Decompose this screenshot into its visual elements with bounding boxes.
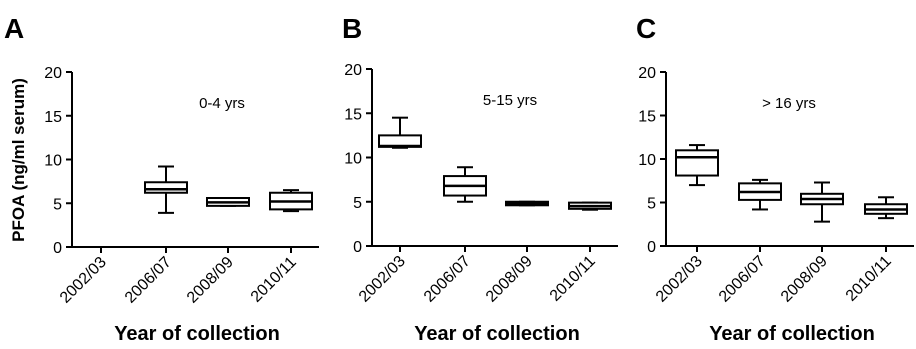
- box-2008-09: [800, 181, 844, 223]
- y-tick-label: 5: [353, 195, 362, 212]
- age-group-label: 5-15 yrs: [483, 92, 537, 109]
- x-tick-label: 2008/09: [778, 253, 831, 306]
- box-2002-03: [378, 116, 422, 149]
- panel-letter: A: [4, 13, 24, 44]
- y-tick-label: 10: [44, 153, 62, 170]
- y-tick-label: 15: [44, 109, 62, 126]
- panel-b: B 5-15 yrs 0 5 10 15 20 2002/03 2006/07 2008/09 20…: [342, 13, 618, 345]
- x-tick-label: 2006/07: [122, 254, 175, 307]
- age-group-label: > 16 yrs: [762, 95, 816, 112]
- iqr-box: [675, 149, 719, 177]
- panel-a: A 0-4 yrs 0 5 10 15 20 2002/03 2006/07 2008/09 201…: [4, 13, 319, 345]
- x-tick-label: 2002/03: [653, 253, 706, 306]
- x-tick-label: 2002/03: [57, 254, 110, 307]
- y-tick-label: 20: [344, 62, 362, 79]
- x-tick-label: 2006/07: [716, 253, 769, 306]
- x-tick-label: 2008/09: [184, 254, 237, 307]
- x-axis-title: Year of collection: [414, 323, 580, 345]
- x-axis-title: Year of collection: [709, 323, 875, 345]
- panel-c: C > 16 yrs 0 5 10 15 20 2002/03 2006/07 2008/09 20…: [636, 13, 914, 345]
- y-tick-label: 0: [647, 239, 656, 256]
- y-tick-label: 15: [638, 109, 656, 126]
- box-2008-09: [206, 197, 250, 207]
- y-tick-label: 0: [353, 239, 362, 256]
- box-2010-11: [864, 196, 908, 220]
- x-tick-label: 2002/03: [356, 253, 409, 306]
- x-tick-label: 2006/07: [421, 253, 474, 306]
- x-tick-label: 2008/09: [483, 253, 536, 306]
- box-2002-03: [675, 144, 719, 187]
- box-2006-07: [443, 166, 487, 203]
- x-axis-title: Year of collection: [114, 323, 280, 345]
- box-2010-11: [568, 201, 612, 211]
- box-2006-07: [738, 178, 782, 211]
- y-axis-title: PFOA (ng/ml serum): [9, 78, 28, 242]
- y-tick-label: 5: [647, 196, 656, 213]
- panel-letter: B: [342, 13, 362, 44]
- x-tick-label: 2010/11: [547, 253, 599, 305]
- x-tick-label: 2010/11: [843, 253, 895, 305]
- y-tick-label: 15: [344, 106, 362, 123]
- box-2006-07: [144, 165, 188, 214]
- y-tick-label: 5: [53, 196, 62, 213]
- box-2010-11: [269, 189, 313, 213]
- y-tick-label: 10: [638, 152, 656, 169]
- x-tick-label: 2010/11: [248, 254, 300, 306]
- age-group-label: 0-4 yrs: [199, 95, 245, 112]
- panel-letter: C: [636, 13, 656, 44]
- y-tick-label: 0: [53, 240, 62, 257]
- y-tick-label: 20: [44, 65, 62, 82]
- box-2008-09: [505, 200, 549, 207]
- iqr-box: [144, 181, 188, 194]
- y-tick-label: 20: [638, 65, 656, 82]
- y-tick-label: 10: [344, 151, 362, 168]
